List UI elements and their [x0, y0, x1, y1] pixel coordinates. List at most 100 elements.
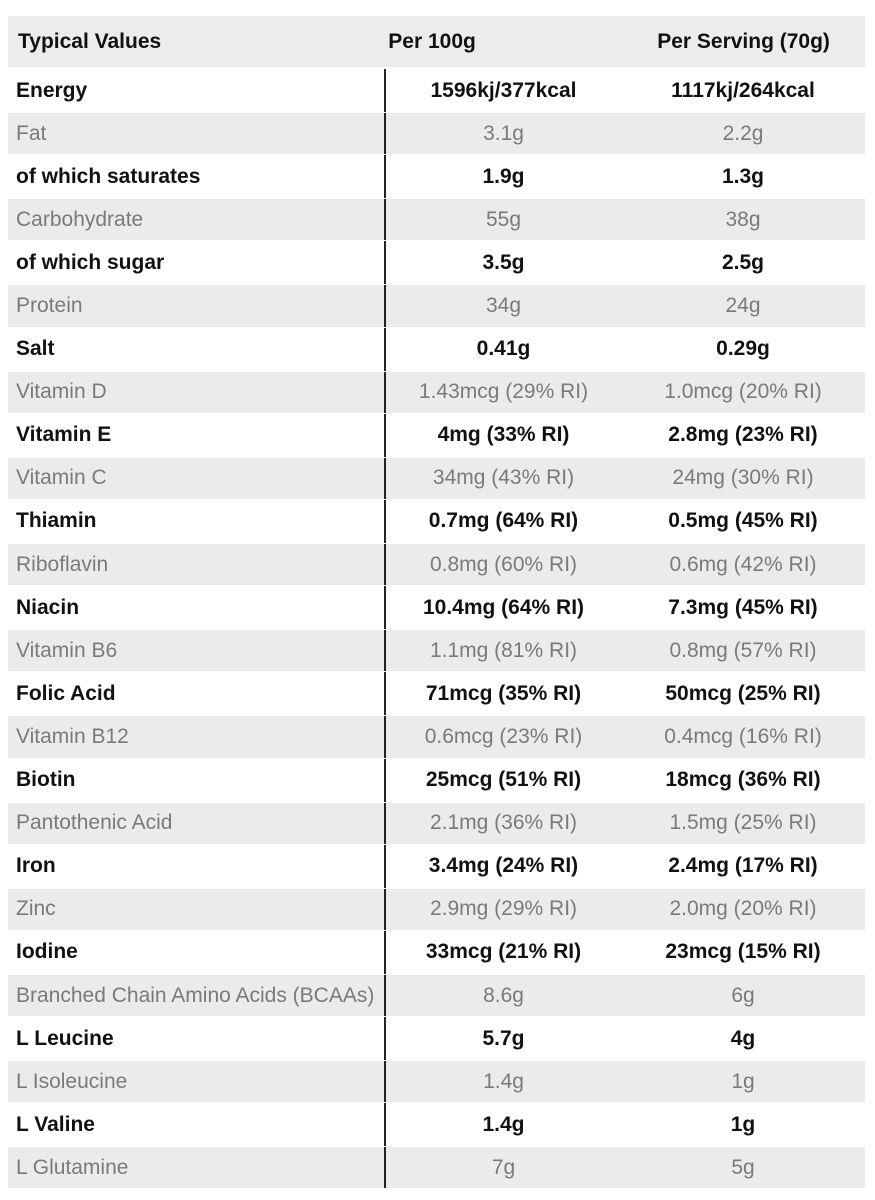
table-row: Niacin 10.4mg (64% RI) 7.3mg (45% RI): [8, 586, 865, 630]
nutrient-name: L Isoleucine: [8, 1061, 386, 1103]
table-row: Salt 0.41g 0.29g: [8, 327, 865, 371]
value-per-serving: 1.0mcg (20% RI): [664, 380, 822, 404]
table-row: Protein 34g 24g: [8, 284, 865, 328]
value-per-serving: 2.0mg (20% RI): [669, 897, 817, 921]
value-per-100g: 2.1mg (36% RI): [429, 811, 578, 835]
nutrient-name: Riboflavin: [8, 544, 386, 586]
table-row: Vitamin C 34mg (43% RI) 24mg (30% RI): [8, 456, 865, 500]
table-row: Biotin 25mcg (51% RI) 18mcg (36% RI): [8, 758, 865, 802]
table-row: of which sugar 3.5g 2.5g: [8, 241, 865, 285]
value-per-serving: 0.29g: [716, 337, 770, 361]
value-per-100g: 55g: [485, 207, 522, 231]
nutrient-name: Vitamin D: [8, 371, 386, 413]
table-row: Iron 3.4mg (24% RI) 2.4mg (17% RI): [8, 844, 865, 888]
value-per-100g: 7g: [491, 1155, 516, 1179]
value-per-100g: 1.4g: [483, 1069, 524, 1093]
nutrient-name: L Valine: [8, 1103, 386, 1147]
value-per-serving: 2.4mg (17% RI): [668, 854, 818, 878]
value-per-serving: 50mcg (25% RI): [665, 681, 821, 705]
table-row: Energy 1596kj/377kcal 1117kj/264kcal: [8, 69, 865, 113]
table-row: L Isoleucine 1.4g 1g: [8, 1060, 865, 1104]
table-row: L Leucine 5.7g 4g: [8, 1017, 865, 1061]
value-per-serving: 0.4mcg (16% RI): [664, 724, 822, 748]
nutrient-name: Protein: [8, 285, 386, 327]
nutrient-name: of which sugar: [8, 241, 386, 285]
table-row: Pantothenic Acid 2.1mg (36% RI) 1.5mg (25%…: [8, 801, 865, 845]
nutrient-name: Folic Acid: [8, 672, 386, 716]
value-per-100g: 33mcg (21% RI): [425, 940, 582, 964]
nutrient-name: Energy: [8, 69, 386, 113]
table-row: of which saturates 1.9g 1.3g: [8, 155, 865, 199]
nutrient-name: Vitamin E: [8, 413, 386, 457]
table-row: Vitamin E 4mg (33% RI) 2.8mg (23% RI): [8, 413, 865, 457]
header-per-serving: Per Serving (70g): [657, 29, 830, 53]
value-per-serving: 4g: [730, 1026, 756, 1050]
value-per-100g: 34mg (43% RI): [432, 466, 575, 490]
nutrient-name: Biotin: [8, 758, 386, 802]
value-per-100g: 0.7mg (64% RI): [428, 509, 579, 533]
table-row: Vitamin B12 0.6mcg (23% RI) 0.4mcg (16% RI…: [8, 715, 865, 759]
value-per-serving: 23mcg (15% RI): [665, 940, 821, 964]
table-body: Energy 1596kj/377kcal 1117kj/264kcal Fat 3.1…: [8, 69, 865, 1190]
value-per-100g: 0.6mcg (23% RI): [424, 724, 583, 748]
nutrient-name: Niacin: [8, 586, 386, 630]
table-row: Folic Acid 71mcg (35% RI) 50mcg (25% RI): [8, 672, 865, 716]
value-per-100g: 0.8mg (60% RI): [429, 552, 578, 576]
value-per-100g: 8.6g: [483, 983, 524, 1007]
value-per-serving: 1.5mg (25% RI): [669, 811, 817, 835]
nutrient-name: Thiamin: [8, 499, 386, 544]
value-per-100g: 3.1g: [483, 121, 524, 145]
nutrient-name: Iodine: [8, 930, 386, 974]
header-per-100g: Per 100g: [388, 29, 476, 53]
nutrient-name: Salt: [8, 327, 386, 371]
value-per-100g: 0.41g: [476, 337, 531, 361]
value-per-serving: 38g: [725, 207, 761, 231]
nutrient-name: of which saturates: [8, 155, 386, 199]
value-per-100g: 3.5g: [482, 250, 525, 274]
table-row: Thiamin 0.7mg (64% RI) 0.5mg (45% RI): [8, 499, 865, 544]
nutrient-name: L Glutamine: [8, 1147, 386, 1189]
nutrient-name: Zinc: [8, 888, 386, 930]
value-per-serving: 2.2g: [722, 121, 764, 145]
value-per-100g: 34g: [485, 294, 522, 318]
value-per-100g: 1596kj/377kcal: [430, 78, 577, 102]
table-row: L Glutamine 7g 5g: [8, 1146, 865, 1190]
value-per-100g: 25mcg (51% RI): [425, 768, 582, 792]
value-per-100g: 1.43mcg (29% RI): [418, 380, 589, 404]
value-per-serving: 6g: [731, 983, 755, 1007]
table-row: Vitamin D 1.43mcg (29% RI) 1.0mcg (20% RI): [8, 370, 865, 414]
value-per-100g: 1.9g: [482, 164, 525, 188]
value-per-serving: 7.3mg (45% RI): [668, 595, 818, 619]
value-per-serving: 24g: [725, 294, 761, 318]
table-row: Branched Chain Amino Acids (BCAAs) 8.6g 6g: [8, 973, 865, 1018]
value-per-100g: 4mg (33% RI): [437, 423, 570, 447]
value-per-serving: 1.3g: [721, 164, 765, 188]
value-per-100g: 3.4mg (24% RI): [428, 854, 579, 878]
value-per-serving: 1117kj/264kcal: [671, 78, 815, 102]
value-per-100g: 1.4g: [482, 1112, 525, 1136]
nutrient-name: Carbohydrate: [8, 199, 386, 241]
nutrient-name: Fat: [8, 113, 386, 155]
value-per-serving: 0.5mg (45% RI): [668, 509, 818, 533]
table-row: Fat 3.1g 2.2g: [8, 112, 865, 156]
value-per-serving: 0.8mg (57% RI): [669, 638, 817, 662]
nutrient-name: Branched Chain Amino Acids (BCAAs): [8, 974, 386, 1017]
value-per-serving: 0.6mg (42% RI): [669, 552, 817, 576]
value-per-100g: 5.7g: [482, 1026, 525, 1050]
table-row: Carbohydrate 55g 38g: [8, 198, 865, 242]
value-per-100g: 71mcg (35% RI): [425, 681, 582, 705]
value-per-100g: 10.4mg (64% RI): [422, 595, 585, 619]
nutrient-name: Pantothenic Acid: [8, 802, 386, 844]
nutrient-name: L Leucine: [8, 1017, 386, 1061]
value-per-serving: 2.5g: [721, 250, 765, 274]
table-row: Riboflavin 0.8mg (60% RI) 0.6mg (42% RI): [8, 543, 865, 587]
nutrient-name: Vitamin B12: [8, 716, 386, 758]
value-per-100g: 2.9mg (29% RI): [429, 897, 578, 921]
value-per-serving: 1g: [731, 1069, 755, 1093]
value-per-serving: 5g: [731, 1155, 755, 1179]
table-row: L Valine 1.4g 1g: [8, 1103, 865, 1147]
table-row: Zinc 2.9mg (29% RI) 2.0mg (20% RI): [8, 887, 865, 931]
value-per-serving: 2.8mg (23% RI): [668, 423, 818, 447]
nutrient-name: Iron: [8, 844, 386, 888]
nutrient-name: Vitamin B6: [8, 630, 386, 672]
